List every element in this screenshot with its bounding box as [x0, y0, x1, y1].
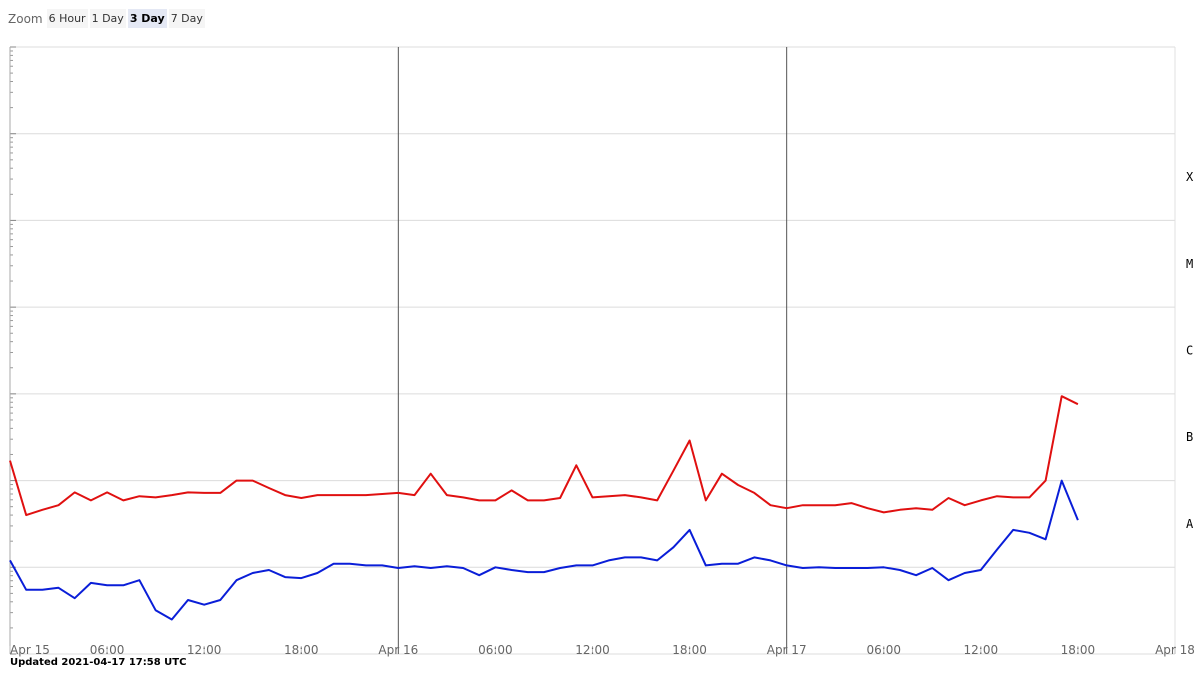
- x-tick-label: 06:00: [478, 643, 513, 657]
- x-tick-label: 18:00: [1061, 643, 1096, 657]
- zoom-bar: Zoom 6 Hour 1 Day 3 Day 7 Day: [8, 9, 205, 28]
- class-label: M: [1186, 257, 1193, 271]
- zoom-button[interactable]: 3 Day: [127, 9, 167, 28]
- x-tick-label: 18:00: [284, 643, 319, 657]
- x-tick-label: 12:00: [964, 643, 999, 657]
- class-label: A: [1186, 517, 1194, 531]
- x-tick-label: 06:00: [90, 643, 125, 657]
- zoom-button[interactable]: 6 Hour: [46, 9, 88, 28]
- x-tick-label: Apr 16: [378, 643, 418, 657]
- x-tick-label: 18:00: [672, 643, 707, 657]
- x-tick-label: 06:00: [866, 643, 901, 657]
- updated-time: Updated 2021-04-17 17:58 UTC: [10, 657, 187, 668]
- class-label: C: [1186, 344, 1193, 358]
- x-tick-label: Apr 17: [767, 643, 807, 657]
- series-line: [9, 479, 1079, 621]
- zoom-label: Zoom: [8, 11, 43, 26]
- class-label: X: [1186, 170, 1194, 184]
- series-line: [9, 395, 1079, 517]
- x-tick-label: 12:00: [575, 643, 610, 657]
- chart: Apr 15 06:00 12:00 18:00 Apr 16 06:00 12:00 18:…: [9, 46, 1195, 657]
- zoom-button[interactable]: 1 Day: [89, 9, 126, 28]
- zoom-button[interactable]: 7 Day: [168, 9, 205, 28]
- class-label: B: [1186, 430, 1193, 444]
- x-tick-label: Apr 18: [1155, 643, 1195, 657]
- x-tick-label: Apr 15: [10, 643, 50, 657]
- x-tick-label: 12:00: [187, 643, 222, 657]
